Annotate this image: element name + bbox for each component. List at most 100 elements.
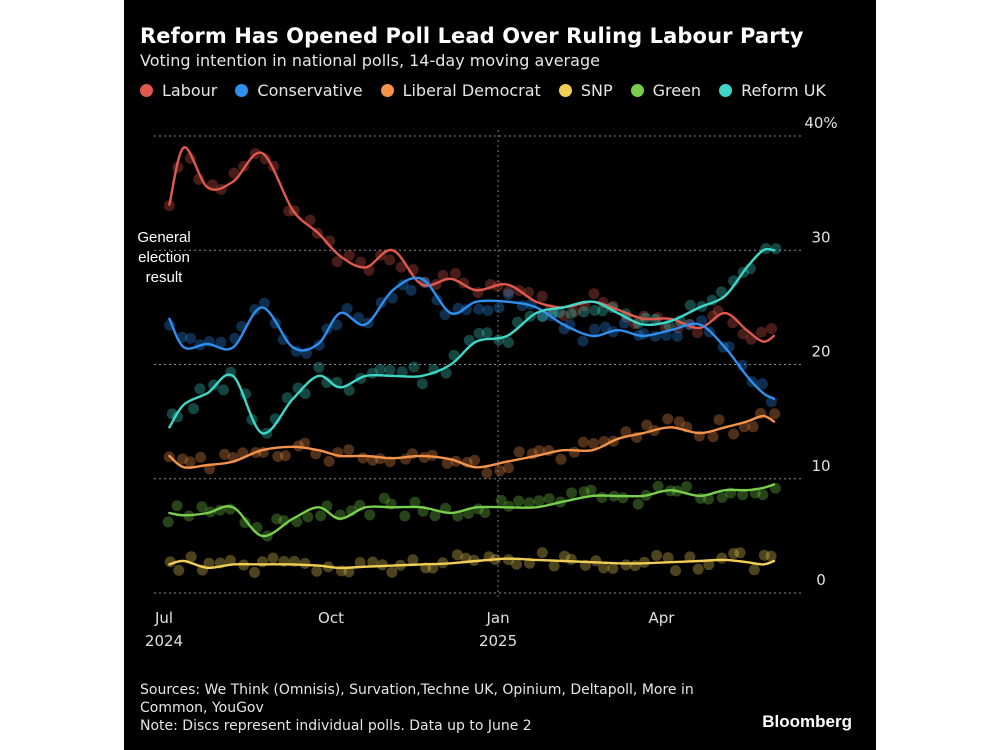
poll-disc [513, 495, 525, 507]
poll-disc [568, 446, 580, 458]
legend-label-reform-uk: Reform UK [741, 81, 826, 100]
y-tick-label: 30 [811, 228, 830, 246]
poll-disc [407, 554, 419, 566]
poll-disc [728, 548, 740, 559]
annotation-line-1: General [137, 229, 190, 246]
poll-disc [588, 438, 599, 449]
poll-disc [558, 310, 570, 322]
poll-disc [493, 302, 505, 314]
poll-disc [405, 284, 417, 296]
annotation-line-3: result [146, 269, 184, 286]
poll-disc [707, 431, 719, 443]
poll-disc [578, 486, 590, 498]
poll-disc [408, 361, 420, 373]
poll-disc [481, 467, 493, 479]
poll-disc [716, 552, 728, 564]
poll-disc [651, 549, 663, 561]
series-line-green [168, 483, 776, 538]
poll-disc [765, 550, 777, 562]
poll-disc [162, 516, 174, 528]
poll-disc [384, 254, 396, 266]
poll-disc [409, 496, 421, 508]
poll-disc [331, 256, 343, 268]
poll-disc [450, 268, 461, 279]
poll-disc [343, 566, 355, 578]
poll-disc [533, 495, 545, 507]
poll-disc [756, 378, 768, 390]
legend-label-liberal-democrat: Liberal Democrat [402, 81, 541, 100]
poll-disc [194, 383, 206, 395]
poll-disc [460, 304, 472, 316]
poll-disc [343, 444, 355, 456]
series-line-labour [168, 146, 776, 343]
poll-disc [479, 507, 491, 518]
poll-disc [737, 328, 749, 340]
poll-disc [684, 551, 696, 563]
series-line-reform-uk [168, 247, 776, 435]
poll-disc [503, 462, 514, 474]
poll-disc [429, 510, 441, 522]
poll-disc [713, 414, 725, 426]
poll-disc [596, 492, 608, 503]
poll-disc [313, 339, 325, 351]
poll-disc [747, 421, 759, 433]
poll-disc [734, 547, 746, 559]
poll-disc [589, 323, 601, 335]
poll-disc [569, 306, 581, 318]
x-tick-label: Jan [485, 609, 509, 627]
poll-disc [195, 451, 207, 463]
poll-disc [451, 549, 463, 561]
poll-disc [748, 564, 760, 576]
poll-disc [493, 334, 505, 346]
poll-disc [239, 517, 251, 528]
poll-disc [652, 480, 664, 492]
poll-disc [620, 559, 632, 571]
poll-disc [482, 305, 494, 316]
x-tick-label: 2024 [145, 632, 183, 650]
poll-disc [267, 552, 279, 564]
poll-disc [703, 559, 715, 571]
chart-subtitle: Voting intention in national polls, 14-d… [140, 51, 600, 70]
legend-item-reform-uk: Reform UK [719, 81, 826, 100]
poll-disc [208, 379, 220, 391]
poll-disc [766, 323, 777, 335]
poll-disc [228, 167, 240, 179]
poll-disc [559, 550, 570, 562]
poll-disc [313, 361, 325, 373]
poll-disc [577, 335, 589, 347]
poll-disc [203, 557, 215, 569]
poll-disc [511, 558, 523, 570]
poll-disc [249, 566, 260, 578]
poll-disc [437, 269, 449, 281]
poll-disc [473, 327, 485, 339]
series-line-liberal-democrat [168, 414, 776, 469]
legend-item-green: Green [630, 81, 701, 100]
poll-disc [367, 556, 379, 568]
poll-disc [355, 256, 367, 268]
poll-disc [481, 327, 493, 339]
poll-disc [578, 306, 590, 318]
legend-swatch-green [630, 84, 644, 97]
legend-swatch-reform-uk [719, 84, 733, 97]
poll-disc [536, 547, 548, 559]
poll-disc [536, 290, 548, 302]
note-text: Note: Discs represent individual polls. … [140, 718, 532, 734]
legend-label-snp: SNP [580, 81, 613, 100]
poll-disc [188, 403, 199, 415]
legend-swatch-snp [558, 84, 572, 97]
poll-disc [585, 484, 597, 496]
poll-disc [577, 436, 589, 448]
poll-disc [769, 408, 781, 420]
poll-disc [357, 452, 369, 464]
poll-disc [272, 451, 284, 462]
legend-item-conservative: Conservative [235, 81, 363, 100]
poll-disc [395, 261, 407, 273]
poll-disc [469, 454, 480, 466]
poll-disc [441, 457, 453, 469]
legend-label-conservative: Conservative [257, 81, 363, 100]
legend-swatch-labour [140, 84, 153, 97]
footnote: Sources: We Think (Omnisis), Survation,T… [140, 681, 740, 735]
poll-disc [343, 384, 355, 396]
poll-disc [555, 453, 567, 465]
poll-disc [523, 497, 535, 509]
